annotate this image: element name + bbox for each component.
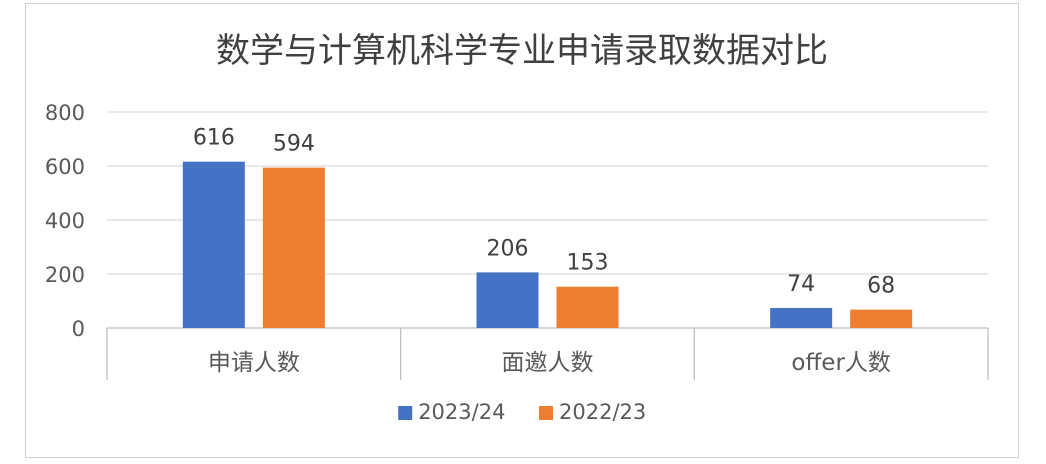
data-label: 74 (787, 272, 815, 297)
bar (476, 272, 539, 328)
y-tick-label: 200 (45, 263, 85, 287)
data-labels: 616 206 74 594 153 68 (193, 126, 895, 299)
chart-title: 数学与计算机科学专业申请录取数据对比 (216, 31, 828, 71)
x-tick-label: 面邀人数 (502, 350, 594, 376)
bars (182, 161, 913, 328)
bar (182, 161, 245, 328)
y-tick-label: 800 (45, 101, 85, 125)
x-tick-label: offer人数 (791, 350, 891, 376)
y-tick-label: 400 (45, 209, 85, 233)
bar (556, 286, 619, 328)
data-label: 616 (193, 126, 235, 151)
data-label: 153 (567, 251, 609, 276)
legend-swatch (539, 406, 553, 420)
legend-swatch (398, 406, 413, 420)
y-axis-ticks: 0 200 400 600 800 (45, 101, 85, 341)
data-label: 206 (487, 236, 529, 261)
legend-label: 2023/24 (418, 400, 505, 424)
legend: 2023/24 2022/23 (398, 400, 646, 424)
bar (850, 309, 913, 328)
y-tick-label: 0 (72, 317, 85, 341)
bar (770, 308, 833, 328)
y-tick-label: 600 (45, 155, 85, 179)
data-label: 594 (273, 132, 315, 157)
bar (262, 167, 325, 328)
x-axis: 申请人数 面邀人数 offer人数 (106, 328, 989, 380)
gridlines (107, 111, 988, 329)
x-tick-label: 申请人数 (208, 350, 300, 376)
data-label: 68 (867, 274, 895, 299)
legend-label: 2022/23 (559, 400, 646, 424)
